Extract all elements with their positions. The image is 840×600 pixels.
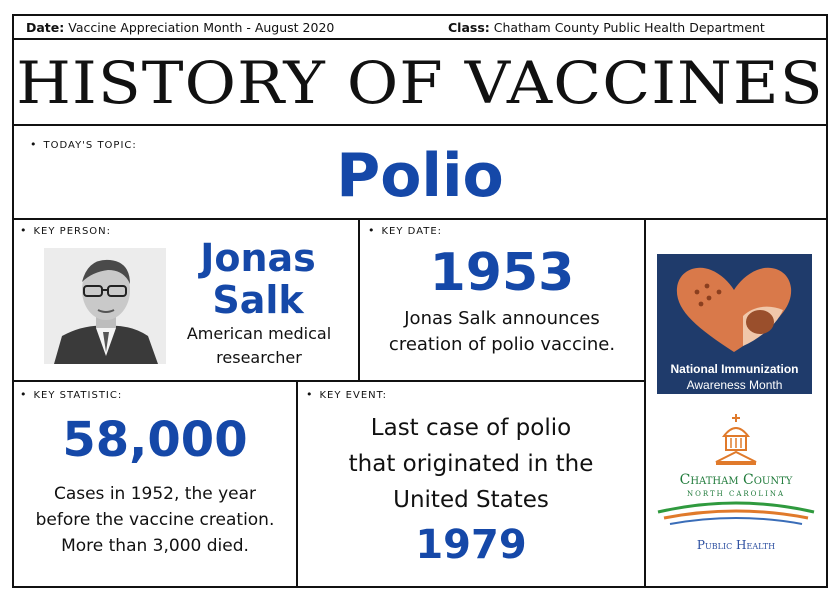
key-event-text-line1: Last case of polio bbox=[370, 415, 572, 441]
header-divider bbox=[12, 38, 828, 40]
key-event-box bbox=[296, 380, 646, 588]
date-value: Vaccine Appreciation Month - August 2020 bbox=[68, 20, 335, 35]
class-label: Class: bbox=[448, 20, 490, 35]
key-statistic-desc-line2: before the vaccine creation. bbox=[35, 510, 275, 530]
page-title: HISTORY OF VACCINES bbox=[16, 49, 824, 117]
topic-label: • TODAY'S TOPIC: bbox=[30, 138, 137, 151]
key-event-year: 1979 bbox=[415, 522, 527, 568]
niam-line2: Awareness Month bbox=[686, 378, 783, 392]
niam-logo: National Immunization Awareness Month bbox=[657, 254, 812, 394]
key-person-desc-line2: researcher bbox=[216, 348, 302, 367]
key-date-label: • KEY DATE: bbox=[368, 224, 443, 237]
key-person-name-line2: Salk bbox=[212, 278, 304, 322]
portrait-icon bbox=[44, 248, 166, 364]
heart-bandage-icon bbox=[676, 267, 792, 352]
key-person-label: • KEY PERSON: bbox=[20, 224, 112, 237]
key-statistic-desc-line1: Cases in 1952, the year bbox=[53, 484, 257, 504]
key-event-text-line2: that originated in the bbox=[348, 451, 594, 477]
chatham-line3: Public Health bbox=[696, 538, 776, 552]
chatham-line1: Chatham County bbox=[679, 472, 793, 488]
key-statistic-label: • KEY STATISTIC: bbox=[20, 388, 123, 401]
class-field: Class: Chatham County Public Health Depa… bbox=[448, 20, 765, 35]
key-date-year: 1953 bbox=[429, 243, 575, 303]
date-label: Date: bbox=[26, 20, 65, 35]
chatham-county-logo: Chatham County North Carolina Public Hea… bbox=[656, 412, 816, 562]
key-person-desc-line1: American medical bbox=[186, 324, 332, 343]
class-value: Chatham County Public Health Department bbox=[493, 20, 765, 35]
key-statistic-desc-line3: More than 3,000 died. bbox=[61, 536, 249, 556]
key-event-text-line3: United States bbox=[393, 487, 549, 513]
key-statistic-value: 58,000 bbox=[62, 412, 248, 468]
key-event-label: • KEY EVENT: bbox=[306, 388, 387, 401]
key-date-desc-line2: creation of polio vaccine. bbox=[388, 334, 616, 355]
niam-line1: National Immunization bbox=[670, 362, 799, 376]
key-date-desc-line1: Jonas Salk announces bbox=[404, 308, 600, 329]
key-person-name-line1: Jonas bbox=[200, 236, 316, 280]
date-field: Date: Vaccine Appreciation Month - Augus… bbox=[26, 20, 334, 35]
courthouse-icon bbox=[715, 414, 757, 465]
bullet-icon: • bbox=[30, 138, 38, 151]
chatham-line2: North Carolina bbox=[686, 490, 786, 498]
rolling-hills-icon bbox=[657, 501, 815, 525]
jonas-salk-photo bbox=[44, 248, 166, 364]
topic-value: Polio bbox=[336, 141, 504, 211]
